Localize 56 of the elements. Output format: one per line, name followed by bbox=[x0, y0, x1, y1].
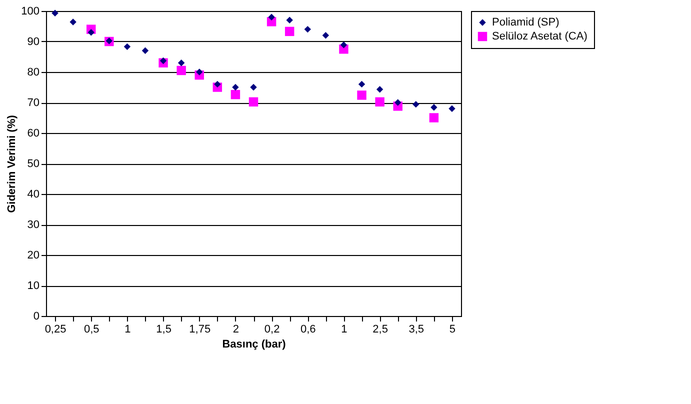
y-axis-title: Giderim Verimi (%) bbox=[6, 114, 18, 213]
y-tick-label: 0 bbox=[33, 310, 40, 322]
x-tick-label: 2 bbox=[232, 324, 240, 336]
point bbox=[429, 113, 439, 122]
x-tick-label: 1,5 bbox=[156, 324, 172, 336]
y-tick-label: 70 bbox=[27, 97, 40, 109]
point bbox=[322, 32, 330, 39]
y-tick-label: 40 bbox=[27, 188, 40, 200]
point bbox=[178, 59, 185, 66]
point bbox=[230, 90, 240, 100]
legend-label: Selüloz Asetat (CA) bbox=[492, 30, 588, 42]
point bbox=[70, 18, 76, 26]
y-tick-label: 20 bbox=[27, 250, 40, 262]
point bbox=[214, 80, 221, 88]
point bbox=[394, 99, 402, 106]
legend-label: Poliamid (SP) bbox=[492, 16, 560, 28]
y-tick-label: 60 bbox=[27, 128, 40, 140]
point bbox=[340, 42, 348, 48]
y-tick-label: 50 bbox=[27, 158, 40, 170]
point bbox=[284, 26, 294, 36]
x-tick-label: 1 bbox=[124, 324, 131, 336]
y-tick-label: 90 bbox=[27, 36, 40, 48]
y-tick-label: 10 bbox=[27, 280, 40, 292]
point bbox=[142, 47, 149, 54]
point bbox=[286, 16, 293, 24]
point bbox=[250, 84, 257, 91]
point bbox=[52, 10, 58, 16]
point bbox=[160, 57, 167, 64]
point bbox=[248, 97, 258, 106]
x-tick-label: 3,5 bbox=[408, 324, 424, 336]
x-tick-label: 0,6 bbox=[300, 324, 316, 336]
y-tick-label: 30 bbox=[27, 219, 40, 231]
point bbox=[430, 104, 438, 111]
point bbox=[88, 28, 94, 36]
point bbox=[375, 97, 384, 106]
point bbox=[304, 26, 311, 33]
x-tick-label: 1 bbox=[341, 324, 348, 336]
x-tick-label: 0,5 bbox=[84, 324, 100, 336]
point bbox=[412, 100, 420, 108]
x-tick-label: 2,5 bbox=[372, 324, 388, 336]
y-tick-label: 100 bbox=[21, 6, 40, 18]
point bbox=[448, 105, 456, 112]
x-tick-label: 1,75 bbox=[189, 324, 211, 336]
point bbox=[358, 80, 366, 88]
point bbox=[376, 86, 384, 93]
x-tick-label: 0,25 bbox=[44, 324, 66, 336]
x-tick-label: 5 bbox=[449, 324, 456, 336]
y-tick-label: 80 bbox=[27, 66, 40, 78]
point bbox=[196, 68, 203, 76]
point bbox=[268, 14, 275, 20]
point bbox=[232, 84, 239, 91]
point bbox=[124, 43, 131, 50]
x-tick-label: 0,2 bbox=[264, 324, 280, 336]
point bbox=[176, 66, 186, 76]
x-axis-title: Basınç (bar) bbox=[222, 338, 286, 350]
point bbox=[357, 90, 366, 100]
